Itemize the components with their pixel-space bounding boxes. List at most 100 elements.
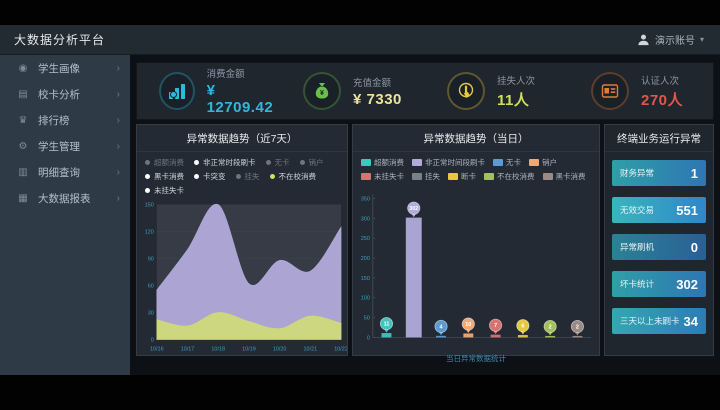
bar-chart-today[interactable]: 0 50 100 150 200 250 300 350 11 302 4 10 7 6 2 2 <box>353 184 599 352</box>
legend-dot-icon <box>265 160 271 165</box>
kpi-2: 挂失人次 11人 <box>425 63 569 119</box>
legend-item-3[interactable]: 销户 <box>299 157 324 168</box>
legend-label: 超额消费 <box>154 158 184 167</box>
area-chart-7days[interactable]: 0 30 60 90 120 150 10/16 10/17 10/18 10/19 10/20 10… <box>137 198 347 356</box>
legend-item-1[interactable]: 非正常时间段刷卡 <box>412 157 485 168</box>
svg-text:10/20: 10/20 <box>273 346 287 352</box>
legend-item-5[interactable]: 挂失 <box>412 171 440 182</box>
legend-item-8[interactable]: 黑卡消费 <box>542 171 586 182</box>
sidebar-item-4[interactable]: ▥ 明细查询 › <box>0 159 130 185</box>
recharge-amount-icon: ¥ <box>303 72 341 110</box>
kpi-label: 充值金额 <box>353 77 392 89</box>
anomaly-label: 异常刷机 <box>620 242 655 252</box>
svg-text:150: 150 <box>145 203 154 209</box>
sidebar-item-label: 学生管理 <box>38 140 80 153</box>
loss-report-icon <box>447 72 485 110</box>
anomaly-row-4[interactable]: 三天以上未刷卡 34 <box>612 308 706 334</box>
legend-item-0[interactable]: 超额消费 <box>361 157 404 168</box>
svg-text:90: 90 <box>148 257 154 263</box>
sidebar-item-5[interactable]: ▦ 大数据报表 › <box>0 185 130 211</box>
svg-text:60: 60 <box>148 284 154 290</box>
svg-text:7: 7 <box>494 323 497 329</box>
sidebar-item-0[interactable]: ◉ 学生画像 › <box>0 55 130 81</box>
user-name: 演示账号 <box>654 36 695 47</box>
sidebar-item-1[interactable]: ▤ 校卡分析 › <box>0 81 130 107</box>
legend-item-8[interactable]: 未挂失卡 <box>145 185 184 196</box>
legend-label: 卡突变 <box>203 172 226 181</box>
anomaly-value: 34 <box>683 313 698 329</box>
legend-item-7[interactable]: 不在校消费 <box>484 171 535 182</box>
sidebar-item-label: 学生画像 <box>38 62 80 75</box>
chevron-right-icon: › <box>116 166 120 178</box>
legend-dot-icon <box>145 160 150 165</box>
legend-swatch-icon <box>412 173 422 180</box>
chevron-right-icon: › <box>116 88 120 100</box>
legend-item-2[interactable]: 无卡 <box>493 157 521 168</box>
user-icon <box>638 34 649 46</box>
legend-item-6[interactable]: 断卡 <box>448 171 476 182</box>
svg-text:250: 250 <box>361 236 370 242</box>
legend-item-5[interactable]: 卡突变 <box>194 171 226 182</box>
legend-label: 非正常时间段刷卡 <box>425 158 485 167</box>
anomaly-row-3[interactable]: 坏卡统计 302 <box>612 271 706 297</box>
legend-label: 超额消费 <box>374 158 404 167</box>
legend-swatch-icon <box>484 173 494 180</box>
panel-title: 异常数据趋势（当日） <box>353 125 599 152</box>
legend-item-7[interactable]: 不在校消费 <box>269 171 316 182</box>
svg-text:10/16: 10/16 <box>150 346 164 352</box>
legend-swatch-icon <box>542 173 553 180</box>
legend-item-2[interactable]: 无卡 <box>265 157 290 168</box>
legend-label: 非正常时段刷卡 <box>203 158 256 167</box>
legend-item-6[interactable]: 挂失 <box>235 171 260 182</box>
svg-text:11: 11 <box>384 322 390 328</box>
legend-item-4[interactable]: 黑卡消费 <box>145 171 184 182</box>
sidebar-item-label: 大数据报表 <box>38 192 91 205</box>
kpi-label: 挂失人次 <box>497 75 536 87</box>
svg-text:6: 6 <box>521 324 524 330</box>
panel-title: 终端业务运行异常 <box>605 125 713 152</box>
legend-label: 无卡 <box>274 158 290 167</box>
anomaly-row-1[interactable]: 无效交易 551 <box>612 197 706 223</box>
kpi-value: ¥ 7330 <box>353 90 402 108</box>
sidebar-item-label: 明细查询 <box>38 166 80 179</box>
svg-text:10/22: 10/22 <box>334 346 347 352</box>
svg-text:2: 2 <box>576 325 579 331</box>
anomaly-row-0[interactable]: 财务异常 1 <box>612 160 706 186</box>
legend-label: 未挂失卡 <box>154 186 184 195</box>
svg-text:50: 50 <box>364 316 370 322</box>
kpi-value: 11人 <box>497 91 530 109</box>
sidebar-item-2[interactable]: ♛ 排行榜 › <box>0 107 130 133</box>
legend-item-1[interactable]: 非正常时段刷卡 <box>194 157 256 168</box>
legend-swatch-icon <box>361 159 371 166</box>
panel-terminal-anomaly: 终端业务运行异常 财务异常 1 无效交易 551 异常刷机 0 坏卡统计 302 三天以上未刷卡… <box>604 124 714 356</box>
user-menu[interactable]: 演示账号 ▾ <box>637 32 704 47</box>
legend-item-4[interactable]: 未挂失卡 <box>361 171 404 182</box>
legend-label: 黑卡消费 <box>555 172 586 181</box>
kpi-value: ¥ 12709.42 <box>206 82 274 116</box>
svg-text:120: 120 <box>145 230 154 236</box>
legend-swatch-icon <box>412 159 422 166</box>
anomaly-value: 0 <box>690 239 698 255</box>
anomaly-label: 坏卡统计 <box>620 279 655 289</box>
chevron-right-icon: › <box>116 62 120 74</box>
page-title: 大数据分析平台 <box>14 33 106 47</box>
kpi-value: 270人 <box>641 91 684 109</box>
student-portrait-icon: ◉ <box>18 62 28 74</box>
anomaly-row-2[interactable]: 异常刷机 0 <box>612 234 706 260</box>
anomaly-value: 551 <box>676 202 698 218</box>
chevron-right-icon: › <box>116 192 120 204</box>
kpi-label: 认证人次 <box>641 75 680 87</box>
legend-swatch-icon <box>361 173 371 180</box>
sidebar-item-3[interactable]: ⚙ 学生管理 › <box>0 133 130 159</box>
legend-item-0[interactable]: 超额消费 <box>145 157 184 168</box>
svg-text:10/19: 10/19 <box>242 346 256 352</box>
card-analysis-icon: ▤ <box>18 88 28 100</box>
svg-text:10/17: 10/17 <box>181 346 195 352</box>
svg-text:350: 350 <box>361 197 370 203</box>
letterbox-top <box>0 0 720 25</box>
chart-caption: 当日异常数据统计 <box>446 354 506 363</box>
legend-item-3[interactable]: 销户 <box>529 157 557 168</box>
svg-text:302: 302 <box>409 206 418 212</box>
panel-title: 异常数据趋势（近7天） <box>137 125 347 152</box>
